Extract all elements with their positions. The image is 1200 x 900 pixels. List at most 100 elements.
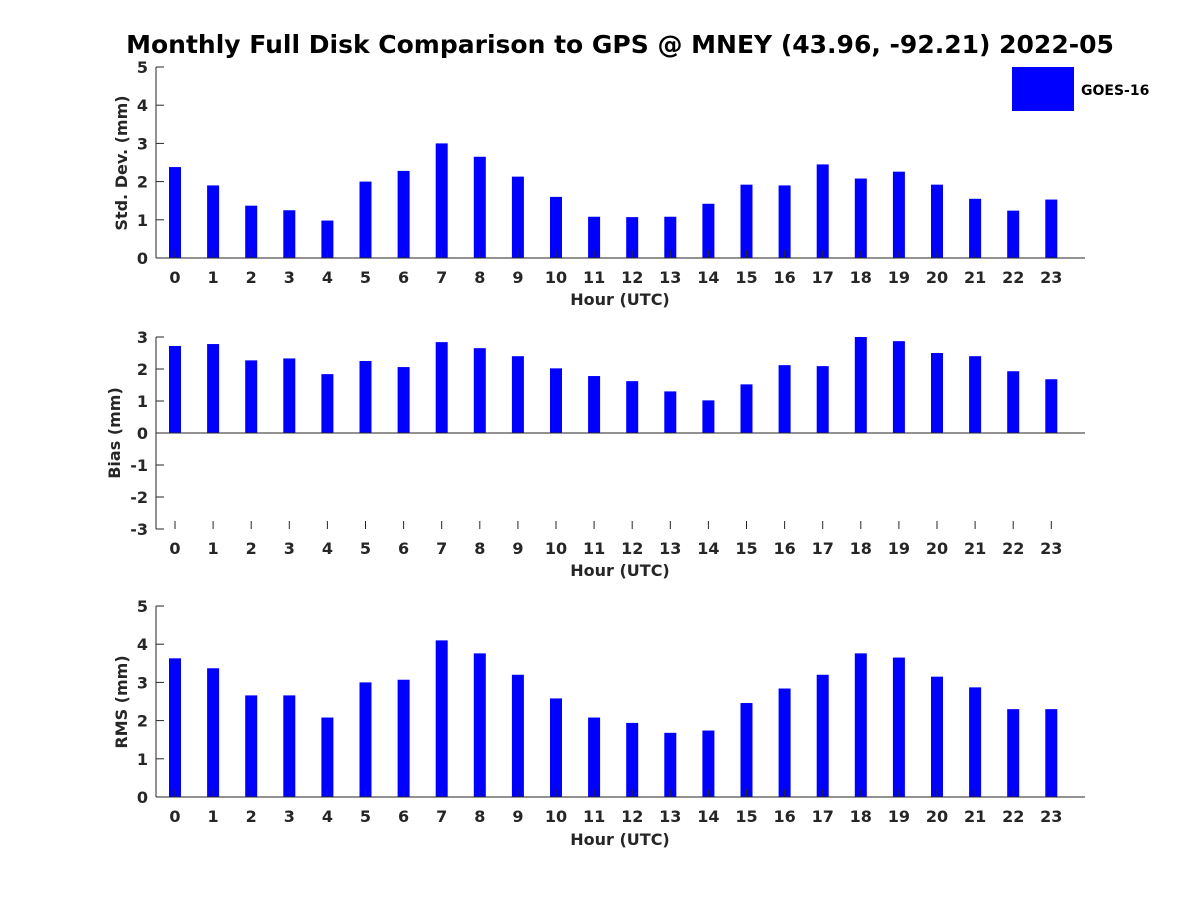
x-tick-label: 23 [1040, 539, 1062, 558]
x-tick-label: 8 [474, 268, 485, 287]
bar-hour-3 [283, 358, 296, 433]
bar-hour-9 [511, 176, 524, 258]
y-tick-label: 3 [137, 328, 148, 347]
x-tick-label: 3 [284, 807, 295, 826]
x-tick-label: 1 [208, 539, 219, 558]
bar-hour-1 [207, 344, 220, 433]
x-tick-label: 6 [398, 539, 409, 558]
bar-hour-13 [664, 732, 677, 797]
x-tick-label: 22 [1002, 268, 1024, 287]
x-tick-label: 7 [436, 807, 447, 826]
bar-hour-9 [511, 356, 524, 433]
bar-hour-10 [550, 368, 562, 433]
x-tick-label: 18 [850, 539, 872, 558]
x-tick-label: 0 [169, 539, 180, 558]
x-tick-label: 2 [246, 268, 257, 287]
x-tick-label: 20 [926, 268, 948, 287]
bar-hour-15 [740, 703, 753, 797]
x-tick-label: 18 [850, 807, 872, 826]
bar-hour-14 [702, 730, 715, 797]
bar-hour-7 [435, 640, 448, 797]
bar-hour-13 [664, 216, 677, 258]
x-axis-label: Hour (UTC) [570, 561, 670, 580]
legend-label: GOES-16 [1081, 83, 1149, 99]
bar-hour-14 [702, 203, 715, 258]
x-tick-label: 16 [773, 807, 795, 826]
x-tick-label: 22 [1002, 807, 1024, 826]
y-tick-label: 2 [137, 712, 148, 731]
y-tick-label: 3 [137, 673, 148, 692]
x-axis-label: Hour (UTC) [570, 290, 670, 309]
bar-hour-20 [931, 353, 943, 433]
x-tick-label: 20 [926, 539, 948, 558]
bar-hour-16 [778, 185, 791, 258]
x-tick-label: 20 [926, 807, 948, 826]
y-tick-label: 4 [137, 635, 148, 654]
x-tick-label: 3 [284, 268, 295, 287]
x-tick-label: 14 [697, 807, 719, 826]
bar-hour-21 [969, 198, 982, 258]
x-tick-label: 23 [1040, 268, 1062, 287]
x-tick-label: 17 [812, 539, 834, 558]
bar-hour-3 [283, 210, 296, 258]
bar-hour-15 [740, 384, 753, 433]
x-tick-label: 21 [964, 807, 986, 826]
bar-hour-22 [1007, 371, 1020, 433]
x-tick-label: 5 [360, 807, 371, 826]
y-tick-label: 4 [137, 96, 148, 115]
bar-hour-18 [854, 178, 867, 258]
y-tick-label: 3 [137, 134, 148, 153]
bar-hour-0 [169, 345, 181, 433]
bar-hour-22 [1007, 210, 1020, 258]
x-tick-label: 9 [512, 539, 523, 558]
bar-hour-7 [435, 342, 448, 433]
x-tick-label: 19 [888, 807, 910, 826]
x-tick-label: 21 [964, 539, 986, 558]
bar-hour-4 [321, 220, 334, 258]
x-tick-label: 12 [621, 539, 643, 558]
bar-hour-11 [588, 717, 601, 797]
bar-hour-18 [854, 653, 867, 797]
y-tick-label: -1 [130, 456, 148, 475]
bar-hour-2 [245, 205, 258, 258]
x-tick-label: 4 [322, 807, 333, 826]
x-tick-label: 4 [322, 539, 333, 558]
x-tick-label: 14 [697, 268, 719, 287]
bar-hour-8 [473, 156, 486, 258]
x-tick-label: 13 [659, 539, 681, 558]
bar-hour-12 [626, 217, 639, 258]
y-axis-label: RMS (mm) [112, 655, 131, 748]
bar-hour-1 [207, 185, 220, 258]
x-tick-label: 19 [888, 539, 910, 558]
y-tick-label: 0 [137, 424, 148, 443]
bar-hour-23 [1045, 709, 1058, 797]
y-tick-label: 1 [137, 392, 148, 411]
x-tick-label: 3 [284, 539, 295, 558]
x-tick-label: 9 [512, 807, 523, 826]
x-tick-label: 22 [1002, 539, 1024, 558]
bar-hour-2 [245, 695, 258, 797]
x-tick-label: 2 [246, 807, 257, 826]
bar-hour-0 [169, 658, 181, 797]
bar-hour-23 [1045, 379, 1058, 433]
bar-hour-10 [550, 698, 562, 797]
x-tick-label: 17 [812, 268, 834, 287]
bar-hour-4 [321, 374, 334, 433]
x-tick-label: 8 [474, 807, 485, 826]
bar-hour-5 [359, 361, 372, 433]
chart-title: Monthly Full Disk Comparison to GPS @ MN… [126, 30, 1114, 59]
y-tick-label: 1 [137, 750, 148, 769]
x-tick-label: 12 [621, 807, 643, 826]
y-tick-label: -2 [130, 488, 148, 507]
x-tick-label: 2 [246, 539, 257, 558]
bar-hour-23 [1045, 199, 1058, 258]
x-tick-label: 16 [773, 539, 795, 558]
x-tick-label: 21 [964, 268, 986, 287]
x-tick-label: 5 [360, 268, 371, 287]
bar-hour-0 [169, 167, 181, 258]
x-tick-label: 11 [583, 268, 605, 287]
x-tick-label: 23 [1040, 807, 1062, 826]
y-axis-label: Std. Dev. (mm) [112, 95, 131, 230]
bar-hour-22 [1007, 709, 1020, 797]
bar-hour-7 [435, 143, 448, 258]
